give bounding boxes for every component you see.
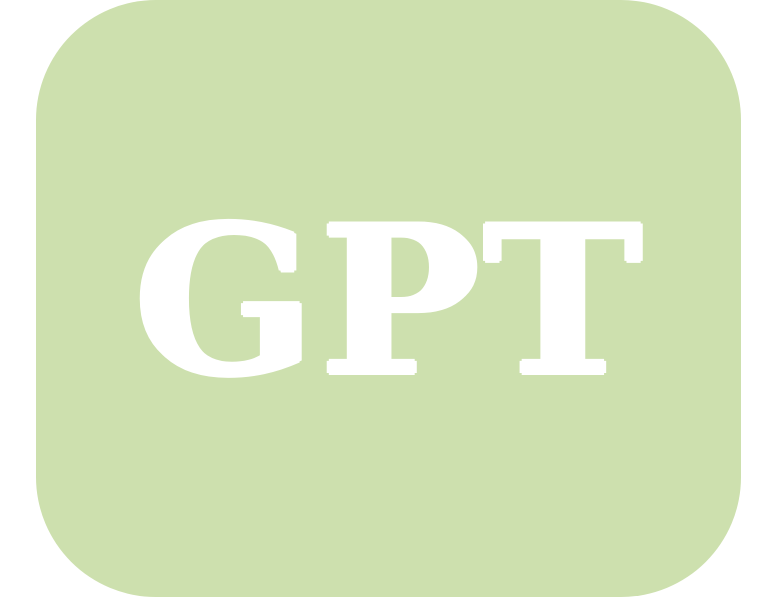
logo-tile: GPT: [36, 0, 741, 597]
logo-text: GPT: [132, 182, 645, 422]
